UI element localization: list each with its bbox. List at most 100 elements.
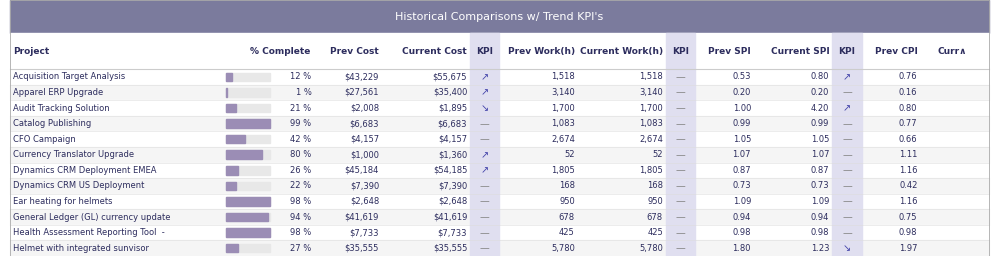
Bar: [832, 209, 862, 225]
Bar: [10, 163, 989, 178]
Text: —: —: [842, 181, 852, 191]
Bar: [666, 225, 695, 240]
Text: Acquisition Target Analysis: Acquisition Target Analysis: [13, 72, 125, 81]
Text: Prev SPI: Prev SPI: [708, 47, 751, 56]
Bar: [227, 182, 236, 190]
Text: Dynamics CRM Deployment EMEA: Dynamics CRM Deployment EMEA: [13, 166, 157, 175]
Text: —: —: [480, 212, 490, 222]
Text: Current Cost: Current Cost: [403, 47, 468, 56]
Bar: [666, 69, 695, 85]
Text: ↗: ↗: [481, 150, 489, 160]
Bar: [10, 33, 989, 69]
Text: $6,683: $6,683: [350, 119, 379, 128]
Bar: [227, 166, 271, 175]
Bar: [471, 69, 500, 85]
Bar: [471, 225, 500, 240]
Bar: [227, 166, 238, 175]
Text: ↗: ↗: [843, 103, 851, 113]
Text: 0.94: 0.94: [811, 212, 829, 221]
Text: 0.66: 0.66: [899, 135, 917, 144]
Bar: [832, 69, 862, 85]
Text: 3,140: 3,140: [639, 88, 663, 97]
Bar: [227, 119, 270, 128]
Text: Helmet with integrated sunvisor: Helmet with integrated sunvisor: [13, 244, 149, 253]
Text: $27,561: $27,561: [345, 88, 379, 97]
Bar: [666, 178, 695, 194]
Bar: [10, 240, 989, 256]
Bar: [666, 240, 695, 256]
Bar: [832, 147, 862, 163]
Text: —: —: [675, 197, 685, 207]
Bar: [471, 33, 500, 69]
Bar: [10, 194, 989, 209]
Bar: [666, 116, 695, 131]
Text: ↘: ↘: [481, 103, 489, 113]
Text: —: —: [675, 165, 685, 175]
Text: 0.98: 0.98: [811, 228, 829, 237]
Bar: [832, 100, 862, 116]
Text: —: —: [842, 228, 852, 238]
Text: —: —: [675, 150, 685, 160]
Text: 1.09: 1.09: [811, 197, 829, 206]
Bar: [227, 213, 268, 221]
Text: ↘: ↘: [843, 243, 851, 253]
Bar: [227, 104, 236, 112]
Text: 678: 678: [558, 212, 574, 221]
Bar: [10, 69, 989, 85]
Text: $2,648: $2,648: [350, 197, 379, 206]
Bar: [832, 163, 862, 178]
Text: 5,780: 5,780: [551, 244, 574, 253]
Text: 1.05: 1.05: [811, 135, 829, 144]
Text: 80 %: 80 %: [291, 150, 312, 159]
Text: KPI: KPI: [672, 47, 689, 56]
Bar: [10, 0, 989, 33]
Bar: [832, 194, 862, 209]
Text: $7,390: $7,390: [438, 182, 468, 190]
Text: 0.16: 0.16: [899, 88, 917, 97]
Text: $6,683: $6,683: [438, 119, 468, 128]
Text: 1.97: 1.97: [899, 244, 917, 253]
Text: 5,780: 5,780: [639, 244, 663, 253]
Bar: [471, 131, 500, 147]
Text: 0.80: 0.80: [811, 72, 829, 81]
Bar: [471, 163, 500, 178]
Text: —: —: [842, 88, 852, 98]
Text: Health Assessment Reporting Tool  -: Health Assessment Reporting Tool -: [13, 228, 165, 237]
Bar: [227, 244, 239, 252]
Text: 1.16: 1.16: [899, 197, 917, 206]
Bar: [471, 209, 500, 225]
Text: Prev CPI: Prev CPI: [874, 47, 917, 56]
Text: 0.20: 0.20: [811, 88, 829, 97]
Text: $7,733: $7,733: [438, 228, 468, 237]
Text: —: —: [675, 88, 685, 98]
Bar: [10, 116, 989, 131]
Text: 98 %: 98 %: [291, 197, 312, 206]
Text: $35,400: $35,400: [433, 88, 468, 97]
Bar: [10, 178, 989, 194]
Bar: [227, 151, 262, 159]
Text: —: —: [675, 134, 685, 144]
Text: $2,648: $2,648: [438, 197, 468, 206]
Text: 26 %: 26 %: [291, 166, 312, 175]
Text: 425: 425: [559, 228, 574, 237]
Text: —: —: [675, 181, 685, 191]
Text: Historical Comparisons w/ Trend KPI's: Historical Comparisons w/ Trend KPI's: [396, 12, 603, 22]
Text: Curr∧: Curr∧: [937, 47, 966, 56]
Bar: [227, 104, 271, 112]
Bar: [666, 163, 695, 178]
Text: 52: 52: [564, 150, 574, 159]
Text: —: —: [675, 72, 685, 82]
Text: 1.11: 1.11: [899, 150, 917, 159]
Bar: [10, 147, 989, 163]
Text: 0.94: 0.94: [732, 212, 751, 221]
Text: 0.76: 0.76: [899, 72, 917, 81]
Text: 0.80: 0.80: [899, 104, 917, 113]
Text: $43,229: $43,229: [345, 72, 379, 81]
Text: $1,000: $1,000: [350, 150, 379, 159]
Bar: [227, 228, 270, 237]
Text: —: —: [480, 228, 490, 238]
Bar: [471, 85, 500, 100]
Text: $35,555: $35,555: [345, 244, 379, 253]
Bar: [227, 73, 271, 81]
Text: Prev Cost: Prev Cost: [331, 47, 379, 56]
